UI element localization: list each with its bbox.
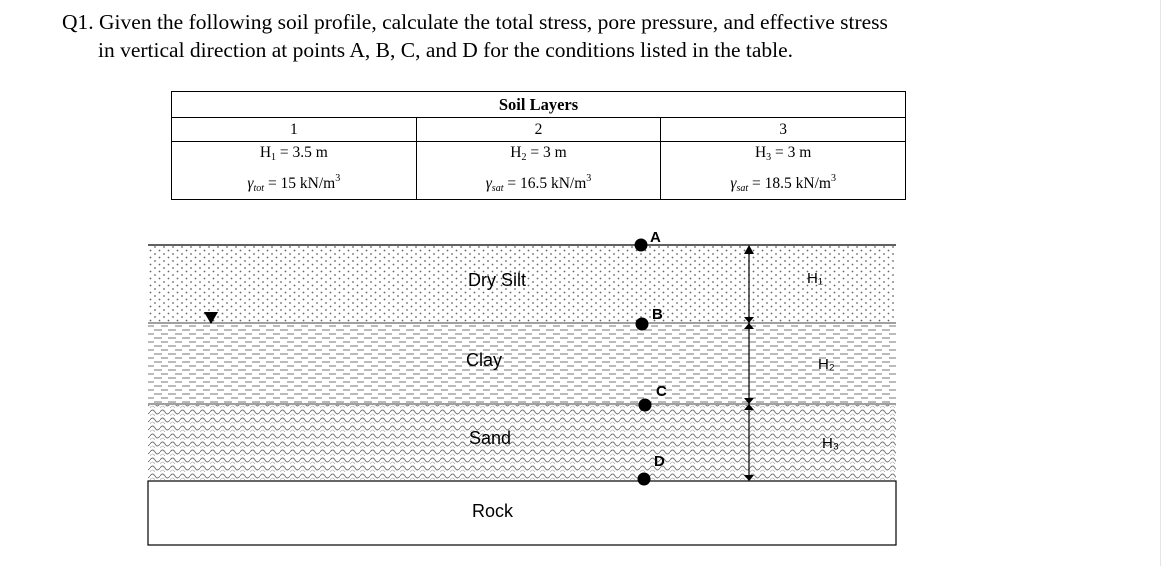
page-edge-divider [1160,0,1161,566]
h2-label: H₂ [818,356,835,373]
point-c-marker [638,398,652,412]
water-table-icon [204,312,218,324]
soil-layers-table: Soil Layers 1 2 3 H1 = 3.5 m γtot = 15 k… [171,91,906,200]
question-line-2: in vertical direction at points A, B, C,… [98,38,794,62]
rock-label: Rock [472,501,514,521]
layer-number-1: 1 [171,117,417,142]
question-line-1: Given the following soil profile, calcul… [99,10,888,34]
layer-3-unit-weight: γsat = 18.5 kN/m3 [730,173,836,194]
question-number: Q1. [62,10,94,34]
layer-3-thickness: H3 = 3 m [754,144,812,163]
sand-label: Sand [469,428,511,448]
h3-label: H₃ [822,435,839,452]
layer-2-thickness: H2 = 3 m [510,144,567,163]
layer-1-thickness: H1 = 3.5 m [259,144,328,163]
point-b-marker [635,317,649,331]
layer-1-properties: H1 = 3.5 m γtot = 15 kN/m3 [171,141,417,200]
point-b-label: B [652,306,663,323]
h1-label: H₁ [807,270,823,287]
layer-number-3: 3 [660,117,906,142]
point-a-marker [634,238,648,252]
point-c-label: C [656,383,667,400]
question-text: Q1. Given the following soil profile, ca… [62,8,1062,64]
point-d-marker [637,472,651,486]
sand-layer [148,405,896,481]
rock-layer [147,480,897,546]
silt-layer [148,245,896,323]
layer-3-properties: H3 = 3 m γsat = 18.5 kN/m3 [660,141,906,200]
clay-label: Clay [466,350,502,370]
thickness-dimension-line [744,245,754,481]
point-d-label: D [654,453,665,470]
clay-layer [148,324,896,404]
silt-label: Dry Silt [468,270,526,290]
point-a-label: A [650,229,661,246]
layer-1-unit-weight: γtot = 15 kN/m3 [247,173,341,194]
layer-2-unit-weight: γsat = 16.5 kN/m3 [485,173,592,194]
